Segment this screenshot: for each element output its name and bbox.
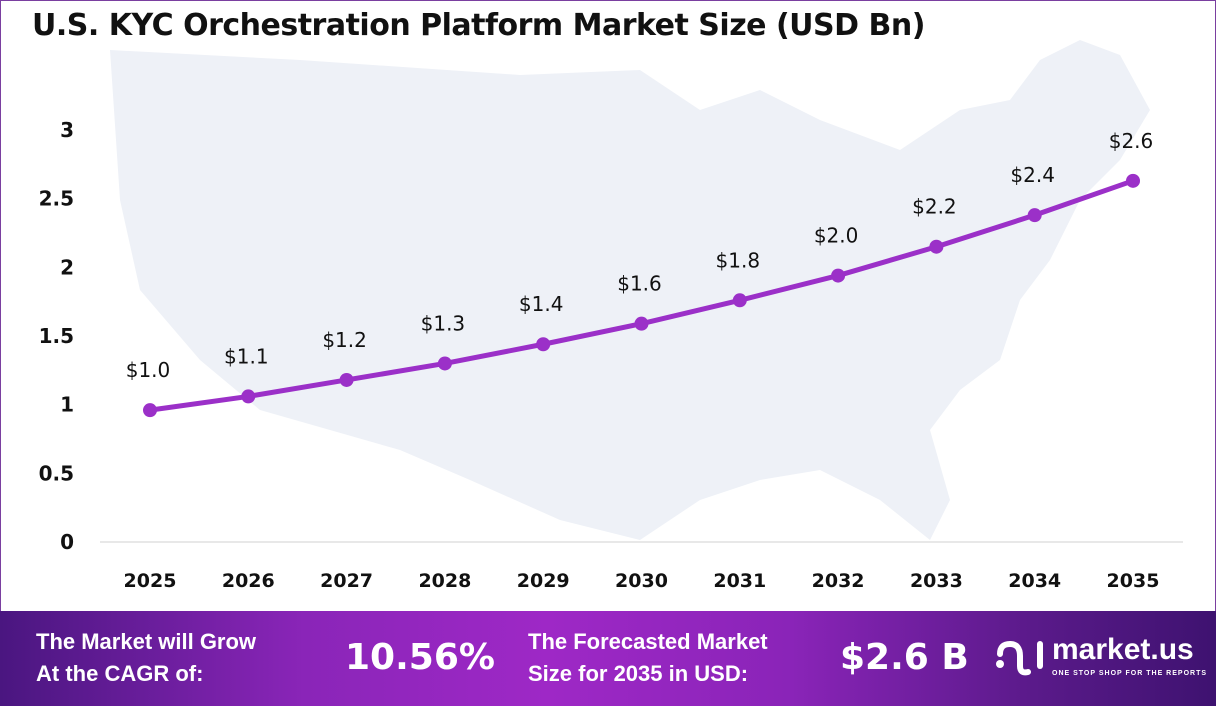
y-tick-label: 3	[60, 118, 74, 142]
data-label: $1.2	[322, 328, 367, 352]
x-tick-label: 2028	[418, 570, 471, 592]
data-label: $2.4	[1010, 163, 1055, 187]
data-label: $2.2	[912, 195, 957, 219]
y-tick-label: 1	[60, 393, 74, 417]
data-label: $1.0	[126, 358, 171, 382]
forecast-text-1: The Forecasted Market	[528, 629, 768, 654]
data-label: $2.0	[814, 224, 859, 248]
x-tick-label: 2029	[517, 570, 570, 592]
x-tick-label: 2027	[320, 570, 373, 592]
x-tick-label: 2035	[1107, 570, 1160, 592]
x-tick-label: 2034	[1008, 570, 1061, 592]
y-tick-label: 2	[60, 255, 74, 279]
data-point	[831, 268, 846, 283]
cagr-text-2: At the CAGR of:	[36, 661, 204, 686]
us-map-background	[110, 40, 1150, 540]
data-point	[536, 337, 551, 352]
x-tick-label: 2033	[910, 570, 963, 592]
cagr-value: 10.56%	[345, 637, 495, 678]
x-tick-label: 2030	[615, 570, 668, 592]
forecast-value: $2.6 B	[840, 637, 969, 678]
y-tick-label: 1.5	[39, 324, 74, 348]
y-tick-label: 0	[60, 530, 74, 554]
logo-tagline: ONE STOP SHOP FOR THE REPORTS	[1052, 670, 1208, 677]
y-tick-label: 2.5	[39, 187, 74, 211]
x-tick-label: 2026	[222, 570, 275, 592]
data-label: $1.4	[519, 292, 564, 316]
cagr-text-1: The Market will Grow	[36, 629, 257, 654]
y-tick-label: 0.5	[39, 461, 74, 485]
data-point	[1126, 173, 1140, 188]
x-tick-label: 2031	[713, 570, 766, 592]
data-label: $1.8	[716, 248, 761, 272]
data-point	[143, 403, 157, 418]
line-chart: 0 0.5 1 1.5 2 2.5 3 2025 2026 2027 2028 2029 2030 20…	[39, 40, 1183, 592]
data-point	[732, 293, 747, 308]
data-point	[241, 389, 256, 404]
market-us-logo: market.us ONE STOP SHOP FOR THE REPORTS	[994, 633, 1207, 679]
data-label: $1.6	[617, 272, 662, 296]
data-point	[1027, 208, 1042, 223]
chart-title: U.S. KYC Orchestration Platform Market S…	[32, 8, 925, 43]
footer-banner: The Market will Grow At the CAGR of: 10.…	[0, 611, 1216, 706]
data-point	[634, 316, 649, 331]
data-point	[339, 372, 354, 387]
logo-name: market.us	[1052, 633, 1194, 666]
x-tick-label: 2025	[124, 570, 177, 592]
x-tick-label: 2032	[812, 570, 865, 592]
data-point	[929, 239, 944, 254]
data-label: $1.1	[224, 344, 269, 368]
forecast-text-2: Size for 2035 in USD:	[528, 661, 749, 686]
data-point	[437, 356, 452, 371]
data-label: $2.6	[1109, 129, 1154, 153]
data-label: $1.3	[421, 311, 466, 335]
logo-icon	[996, 640, 1043, 676]
